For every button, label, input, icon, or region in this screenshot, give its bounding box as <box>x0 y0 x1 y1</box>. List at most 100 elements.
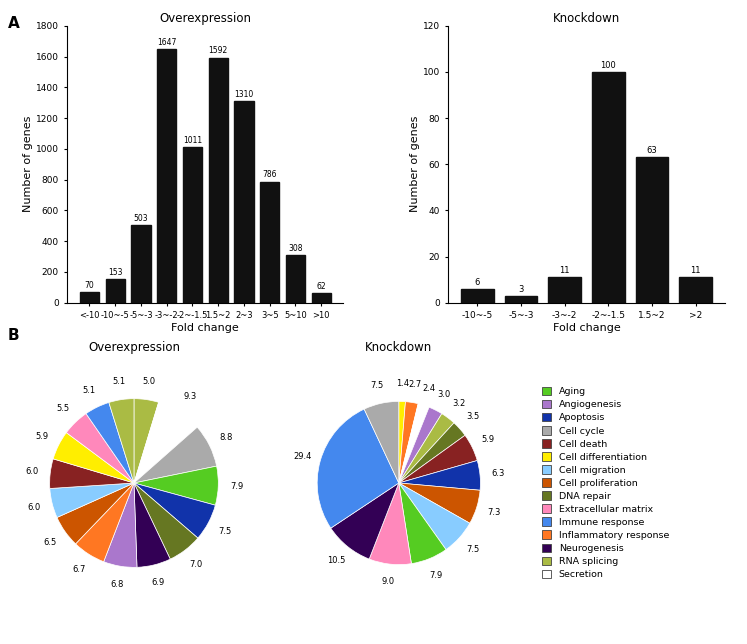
Text: 2.4: 2.4 <box>423 384 436 393</box>
Text: 2.7: 2.7 <box>408 380 421 389</box>
Wedge shape <box>399 483 470 549</box>
Wedge shape <box>399 460 480 490</box>
Wedge shape <box>50 483 134 518</box>
Text: 7.0: 7.0 <box>190 560 203 569</box>
Wedge shape <box>104 483 137 567</box>
Text: 6.0: 6.0 <box>28 503 41 512</box>
Text: 3.5: 3.5 <box>467 412 480 421</box>
Bar <box>311 293 331 303</box>
Text: 6.0: 6.0 <box>25 467 38 476</box>
Bar <box>157 50 176 303</box>
Text: 1310: 1310 <box>235 90 253 99</box>
Text: 6.7: 6.7 <box>72 565 85 574</box>
Text: 7.5: 7.5 <box>371 381 384 390</box>
Text: 5.9: 5.9 <box>35 432 49 441</box>
Text: B: B <box>7 328 19 343</box>
Text: 9.0: 9.0 <box>382 578 394 587</box>
Text: 6.8: 6.8 <box>111 580 124 589</box>
Bar <box>592 72 624 303</box>
Wedge shape <box>134 399 158 483</box>
Bar <box>208 58 228 303</box>
Wedge shape <box>399 404 429 483</box>
Bar <box>461 289 494 303</box>
Title: Knockdown: Knockdown <box>365 341 433 354</box>
Wedge shape <box>369 483 412 565</box>
Wedge shape <box>134 402 197 483</box>
Text: 6.3: 6.3 <box>492 469 505 478</box>
Bar <box>636 157 669 303</box>
Text: 70: 70 <box>84 281 94 290</box>
Text: 1647: 1647 <box>157 38 176 47</box>
Text: 5.1: 5.1 <box>82 386 96 395</box>
Bar <box>80 292 99 303</box>
Wedge shape <box>399 483 480 524</box>
Text: 8.8: 8.8 <box>220 433 233 442</box>
Y-axis label: Number of genes: Number of genes <box>410 116 420 213</box>
Title: Overexpression: Overexpression <box>88 341 180 354</box>
Wedge shape <box>134 483 170 567</box>
Bar <box>131 225 151 303</box>
Wedge shape <box>399 413 454 483</box>
Text: 1011: 1011 <box>183 136 202 145</box>
Wedge shape <box>317 409 399 528</box>
Text: 6.5: 6.5 <box>43 538 57 547</box>
Wedge shape <box>399 407 441 483</box>
Text: 62: 62 <box>317 282 326 291</box>
Wedge shape <box>75 483 134 562</box>
Bar <box>260 182 279 303</box>
Text: 1.4: 1.4 <box>397 379 409 388</box>
Text: 3: 3 <box>518 285 524 294</box>
Wedge shape <box>86 402 134 483</box>
Text: 10.5: 10.5 <box>327 556 346 565</box>
Title: Overexpression: Overexpression <box>159 12 251 24</box>
Bar <box>679 278 712 303</box>
Wedge shape <box>399 483 446 564</box>
Text: 5.9: 5.9 <box>482 435 495 444</box>
Wedge shape <box>49 459 134 489</box>
Text: 29.4: 29.4 <box>294 451 312 460</box>
Text: 7.5: 7.5 <box>218 527 232 536</box>
Wedge shape <box>57 483 134 544</box>
Text: 11: 11 <box>560 267 570 276</box>
Y-axis label: Number of genes: Number of genes <box>23 116 33 213</box>
Text: 7.9: 7.9 <box>430 571 443 580</box>
Text: 9.3: 9.3 <box>183 392 196 401</box>
Text: 3.2: 3.2 <box>453 399 465 408</box>
Bar <box>505 296 537 303</box>
Text: 100: 100 <box>601 61 616 70</box>
Wedge shape <box>66 413 134 483</box>
Text: 153: 153 <box>108 268 123 277</box>
Text: 7.3: 7.3 <box>487 508 500 517</box>
Text: 6.9: 6.9 <box>152 578 165 587</box>
Wedge shape <box>399 401 406 483</box>
Text: 3.0: 3.0 <box>437 390 450 399</box>
Wedge shape <box>134 483 215 538</box>
Text: 308: 308 <box>288 244 303 253</box>
Wedge shape <box>134 483 198 559</box>
Bar <box>286 255 305 303</box>
Wedge shape <box>364 401 399 483</box>
Title: Knockdown: Knockdown <box>553 12 620 24</box>
Text: 1592: 1592 <box>208 46 228 55</box>
Bar <box>548 278 581 303</box>
Bar <box>235 101 254 303</box>
Wedge shape <box>399 423 465 483</box>
Text: 7.5: 7.5 <box>466 545 480 554</box>
Wedge shape <box>109 399 134 483</box>
Text: 786: 786 <box>262 171 277 180</box>
Text: 503: 503 <box>134 214 148 223</box>
X-axis label: Fold change: Fold change <box>172 323 239 333</box>
Text: 63: 63 <box>647 146 657 155</box>
Legend: Aging, Angiogenesis, Apoptosis, Cell cycle, Cell death, Cell differentiation, Ce: Aging, Angiogenesis, Apoptosis, Cell cyc… <box>542 387 669 579</box>
Wedge shape <box>331 483 399 559</box>
Bar <box>105 279 125 303</box>
Wedge shape <box>53 433 134 483</box>
Text: A: A <box>7 16 19 31</box>
Text: 5.5: 5.5 <box>56 404 69 413</box>
Text: 11: 11 <box>690 267 701 276</box>
Wedge shape <box>134 427 217 483</box>
Wedge shape <box>399 402 418 483</box>
Text: 5.0: 5.0 <box>143 377 155 386</box>
Wedge shape <box>134 466 218 506</box>
Bar <box>183 147 202 303</box>
